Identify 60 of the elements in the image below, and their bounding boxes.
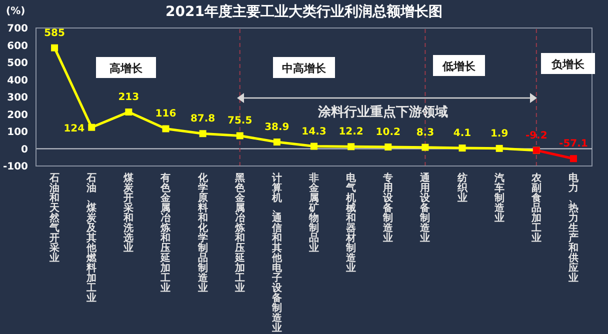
y-tick-label: 400 — [7, 75, 28, 86]
point — [125, 108, 132, 116]
x-tick-label: 专用设备制造业 — [382, 172, 394, 244]
chart-title: 2021年度主要工业大类行业利润总额增长图 — [166, 3, 442, 20]
data-label: 124 — [64, 123, 85, 134]
data-label: 1.9 — [490, 128, 508, 140]
x-tick-label: 非金属矿物制品业 — [308, 172, 320, 254]
annotation: 负增长 — [550, 58, 586, 71]
point — [199, 130, 206, 138]
point — [422, 144, 429, 151]
category-label: 有色金属冶炼和压延加工业 — [160, 173, 171, 294]
data-label: 116 — [155, 108, 176, 120]
point — [458, 144, 466, 152]
data-label: 213 — [118, 92, 140, 104]
annotation: 高增长 — [110, 62, 144, 75]
point — [496, 144, 503, 152]
point — [384, 143, 392, 150]
y-tick-label: 100 — [7, 127, 28, 138]
point — [570, 155, 577, 162]
y-tick-label: 0 — [21, 144, 28, 156]
data-label: 585 — [44, 28, 66, 39]
data-label: 14.3 — [302, 126, 326, 138]
y-tick-label: 500 — [7, 58, 28, 70]
category-label: 石油、煤炭及其他燃料加工业 — [86, 173, 97, 304]
y-tick-label: 700 — [7, 24, 28, 35]
annotation: 低增长 — [442, 60, 476, 73]
annotation: 中高增长 — [282, 62, 327, 75]
category-label: 电气机械和器材制造业 — [346, 173, 356, 274]
data-label: 87.8 — [190, 114, 216, 125]
data-label: 38.9 — [264, 122, 290, 134]
y-tick-label: -100 — [2, 162, 28, 173]
point — [162, 125, 170, 132]
data-label: -57.1 — [559, 138, 588, 150]
category-label: 石油和天然气开采业 — [50, 173, 60, 264]
x-tick-label: 纺织业 — [456, 172, 468, 204]
point — [88, 124, 96, 131]
point — [273, 138, 280, 146]
x-tick-label: 汽车制造业 — [493, 172, 506, 224]
x-tick-label: 煤炭开采和洗选业 — [122, 172, 135, 254]
y-tick-label: 300 — [7, 92, 28, 104]
data-label: 10.2 — [376, 126, 401, 138]
point — [236, 132, 244, 140]
category-label: 化学原料和化学制品制造业 — [198, 173, 208, 294]
annotation: 涂料行业重点下游领域 — [317, 104, 448, 120]
category-label: 电力、热力生产和供应业 — [568, 173, 578, 284]
data-label: 12.2 — [338, 126, 364, 138]
category-label: 黑色金属冶炼和压延加工业 — [234, 173, 245, 294]
data-label: 8.3 — [416, 127, 434, 138]
x-tick-label: 农副食品加工业 — [530, 172, 542, 244]
data-label: 75.5 — [228, 116, 252, 127]
x-tick-label: 通用设备制造业 — [419, 172, 432, 244]
data-label: 4.1 — [453, 128, 472, 140]
y-tick-label: 600 — [7, 40, 28, 52]
y-tick-label: 200 — [7, 110, 28, 121]
y-axis-title: (%) — [6, 6, 26, 17]
category-label: 计算机、通信和其他电子设备制造业 — [272, 173, 282, 334]
point — [51, 44, 58, 52]
point — [310, 142, 318, 150]
point — [348, 143, 355, 150]
data-label: -9.2 — [525, 130, 548, 142]
